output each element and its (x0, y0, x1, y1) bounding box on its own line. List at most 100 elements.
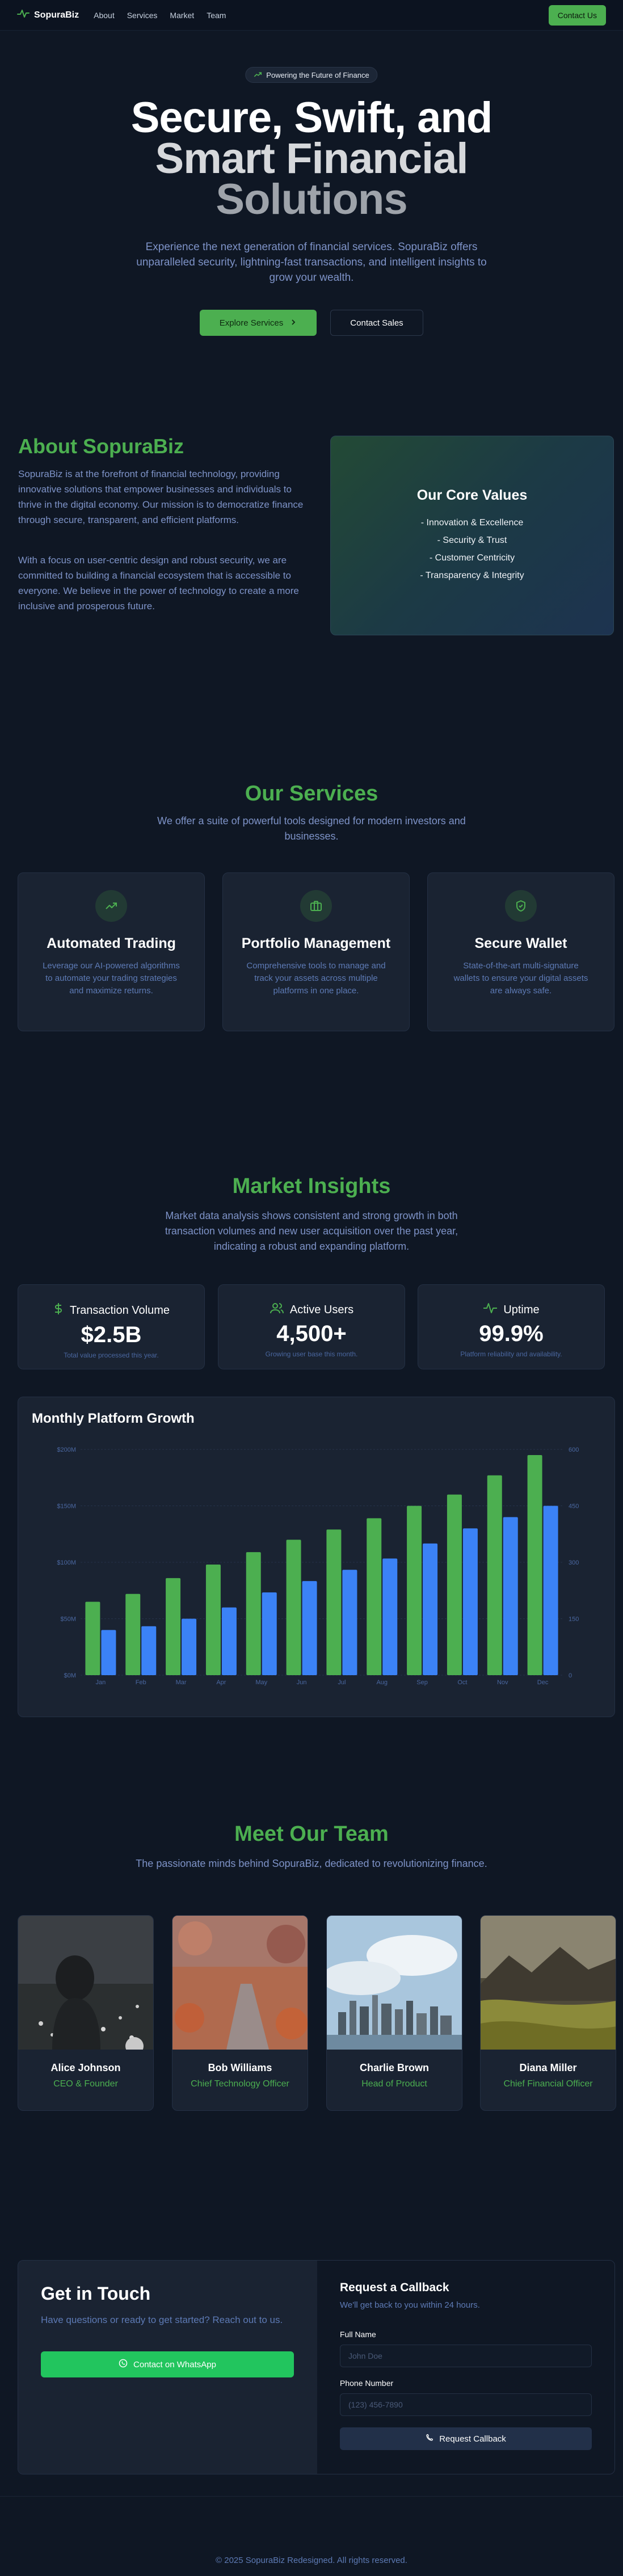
whatsapp-button[interactable]: Contact on WhatsApp (41, 2351, 294, 2377)
nav-link-about[interactable]: About (94, 10, 115, 20)
market-section: Market Insights Market data analysis sho… (0, 1066, 623, 1736)
chart-x-tick: Jul (338, 1679, 346, 1686)
hero-title-line3: Solutions (216, 175, 407, 224)
chart-bar-volume (367, 1518, 382, 1675)
team-card-bob-williams: Bob Williams Chief Technology Officer (172, 1915, 308, 2111)
chart-x-tick: Nov (497, 1679, 508, 1686)
chart-x-tick: Jun (297, 1679, 307, 1686)
chart-x-tick: Feb (136, 1679, 146, 1686)
team-title: Meet Our Team (234, 1822, 389, 1846)
chart-title: Monthly Platform Growth (32, 1411, 195, 1426)
service-title: Automated Trading (47, 935, 176, 951)
activity-icon (483, 1302, 498, 1318)
chart-bar-users (543, 1506, 558, 1675)
hero-title-line1: Secure, Swift, and (131, 94, 493, 142)
hero-title: Secure, Swift, and Smart Financial Solut… (0, 94, 623, 224)
service-card-portfolio-management[interactable]: Portfolio Management Comprehensive tools… (222, 872, 410, 1031)
stat-card-uptime: Uptime 99.9% Platform reliability and av… (418, 1284, 605, 1369)
hero-section: Powering the Future of Finance Secure, S… (0, 31, 623, 403)
stat-header: Active Users (218, 1302, 405, 1318)
chart-bar-users (262, 1592, 277, 1675)
chart-x-tick: Dec (537, 1679, 549, 1686)
hero-badge: Powering the Future of Finance (245, 67, 378, 83)
service-card-secure-wallet[interactable]: Secure Wallet State-of-the-art multi-sig… (427, 872, 614, 1031)
stat-header: Transaction Volume (18, 1302, 204, 1319)
briefcase-icon (300, 890, 332, 922)
chart-bar-volume (407, 1506, 422, 1675)
stat-label: Active Users (289, 1303, 354, 1316)
brand[interactable]: SopuraBiz (17, 9, 79, 21)
about-paragraph-2: With a focus on user-centric design and … (18, 555, 299, 612)
chart-y-right-tick: 0 (569, 1672, 572, 1679)
callback-form: Request a Callback We'll get back to you… (317, 2261, 614, 2474)
service-title: Secure Wallet (474, 935, 567, 951)
services-section: Our Services We offer a suite of powerfu… (0, 698, 623, 1066)
chart-bar-users (462, 1528, 478, 1675)
team-photo (327, 1916, 462, 2050)
market-subtitle: Market data analysis shows consistent an… (165, 1210, 458, 1252)
chart-bar-volume (85, 1601, 100, 1675)
growth-chart: $0M 0 $50M 150 $100M 300 $150M 450 $200M 600 Jan Fe… (57, 1447, 579, 1686)
contact-info-panel: Get in Touch Have questions or ready to … (18, 2261, 317, 2474)
request-callback-label: Request Callback (439, 2434, 506, 2444)
chart-bar-users (382, 1558, 398, 1675)
contact-section: Get in Touch Have questions or ready to … (0, 2224, 623, 2496)
whatsapp-button-label: Contact on WhatsApp (133, 2359, 216, 2370)
shield-check-icon (505, 890, 537, 922)
hero-badge-text: Powering the Future of Finance (266, 70, 369, 79)
full-name-input[interactable] (340, 2345, 592, 2367)
explore-services-button[interactable]: Explore Services (200, 310, 317, 336)
core-value-item: - Innovation & Excellence (420, 518, 524, 528)
contact-us-button[interactable]: Contact Us (548, 5, 606, 26)
stat-card-transaction-volume: Transaction Volume $2.5B Total value pro… (18, 1284, 205, 1369)
market-title: Market Insights (232, 1174, 391, 1198)
about-title: About SopuraBiz (18, 435, 184, 458)
stat-note: Total value processed this year. (64, 1351, 159, 1359)
trending-up-icon (95, 890, 127, 922)
request-callback-button[interactable]: Request Callback (340, 2427, 592, 2450)
callback-subtitle: We'll get back to you within 24 hours. (340, 2300, 480, 2310)
chart-x-tick: Oct (457, 1679, 467, 1686)
chart-bar-users (423, 1543, 438, 1675)
team-card-diana-miller: Diana Miller Chief Financial Officer (480, 1915, 616, 2111)
stat-label: Transaction Volume (69, 1304, 170, 1317)
service-card-automated-trading[interactable]: Automated Trading Leverage our AI-powere… (18, 872, 205, 1031)
chart-bar-volume (246, 1552, 261, 1675)
nav-link-team[interactable]: Team (207, 10, 226, 20)
contact-sales-button[interactable]: Contact Sales (330, 310, 423, 336)
stat-card-active-users: Active Users 4,500+ Growing user base th… (218, 1284, 405, 1369)
team-role: CEO & Founder (53, 2079, 118, 2089)
team-name: Bob Williams (208, 2062, 272, 2073)
service-title: Portfolio Management (241, 935, 391, 951)
hero-title-line2: Smart Financial (155, 134, 469, 183)
stat-note: Platform reliability and availability. (460, 1350, 562, 1358)
whatsapp-icon (119, 2359, 128, 2370)
contact-subtitle: Have questions or ready to get started? … (41, 2314, 283, 2325)
chart-y-left-tick: $50M (60, 1616, 76, 1623)
team-photo (172, 1916, 308, 2050)
chart-bar-volume (166, 1578, 181, 1675)
chart-x-tick: Apr (216, 1679, 226, 1686)
pulse-logo-icon (17, 9, 30, 21)
nav-link-services[interactable]: Services (127, 10, 158, 20)
chart-x-tick: May (255, 1679, 267, 1686)
top-nav: SopuraBiz About Services Market Team Con… (0, 0, 623, 31)
core-value-item: - Transparency & Integrity (420, 571, 524, 580)
chart-x-tick: Mar (176, 1679, 187, 1686)
team-subtitle: The passionate minds behind SopuraBiz, d… (136, 1858, 487, 1869)
stat-label: Uptime (503, 1303, 540, 1316)
chart-bar-volume (125, 1593, 141, 1675)
arrow-right-icon (290, 318, 297, 328)
phone-label: Phone Number (340, 2379, 394, 2388)
stat-value: $2.5B (81, 1322, 142, 1347)
chart-bar-volume (487, 1475, 502, 1675)
service-description: State-of-the-art multi-signature wallets… (453, 961, 588, 996)
chart-y-left-tick: $200M (57, 1447, 76, 1453)
footer-copyright: © 2025 SopuraBiz Redesigned. All rights … (216, 2556, 407, 2565)
trending-up-icon (254, 71, 262, 79)
contact-title: Get in Touch (41, 2283, 151, 2304)
phone-input[interactable] (340, 2393, 592, 2416)
nav-link-market[interactable]: Market (170, 10, 195, 20)
team-name: Charlie Brown (359, 2062, 430, 2073)
